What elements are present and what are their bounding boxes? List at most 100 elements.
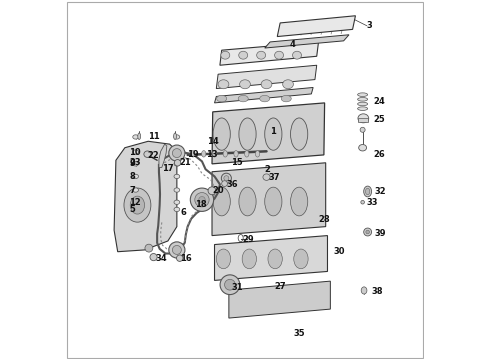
Ellipse shape xyxy=(358,98,368,101)
Ellipse shape xyxy=(169,242,185,258)
Ellipse shape xyxy=(124,188,151,222)
Ellipse shape xyxy=(221,51,230,59)
Ellipse shape xyxy=(174,159,181,166)
Text: 20: 20 xyxy=(213,186,224,195)
Text: 9: 9 xyxy=(129,159,135,168)
Ellipse shape xyxy=(358,93,368,96)
Ellipse shape xyxy=(191,150,195,157)
Ellipse shape xyxy=(294,249,308,269)
Text: 19: 19 xyxy=(187,150,198,159)
Text: 5: 5 xyxy=(129,205,135,214)
Ellipse shape xyxy=(174,207,180,212)
Ellipse shape xyxy=(199,197,205,203)
Ellipse shape xyxy=(224,176,229,181)
Text: 32: 32 xyxy=(375,187,387,196)
Text: 12: 12 xyxy=(129,198,141,207)
Ellipse shape xyxy=(133,135,139,139)
Text: 31: 31 xyxy=(231,283,243,292)
Text: 15: 15 xyxy=(231,158,243,167)
Ellipse shape xyxy=(133,174,139,179)
Ellipse shape xyxy=(174,200,180,204)
Ellipse shape xyxy=(366,230,369,234)
Ellipse shape xyxy=(174,150,180,154)
Ellipse shape xyxy=(133,150,139,154)
Ellipse shape xyxy=(223,150,227,157)
Ellipse shape xyxy=(257,51,266,59)
Text: 24: 24 xyxy=(373,96,385,105)
Ellipse shape xyxy=(174,174,180,179)
Ellipse shape xyxy=(133,188,139,192)
Ellipse shape xyxy=(218,80,229,89)
Ellipse shape xyxy=(217,95,227,102)
Ellipse shape xyxy=(213,118,230,150)
Ellipse shape xyxy=(261,80,272,89)
Ellipse shape xyxy=(238,95,248,102)
Ellipse shape xyxy=(221,173,231,183)
Text: 25: 25 xyxy=(373,115,385,124)
Ellipse shape xyxy=(361,287,367,294)
Ellipse shape xyxy=(265,118,282,150)
Ellipse shape xyxy=(150,253,157,261)
Text: 8: 8 xyxy=(129,172,135,181)
Ellipse shape xyxy=(174,188,180,192)
Ellipse shape xyxy=(201,150,206,157)
Ellipse shape xyxy=(172,149,181,158)
Text: 21: 21 xyxy=(180,158,192,167)
Polygon shape xyxy=(212,103,324,164)
Ellipse shape xyxy=(268,249,282,269)
Polygon shape xyxy=(114,141,177,252)
Ellipse shape xyxy=(239,187,256,216)
Ellipse shape xyxy=(144,151,151,157)
Ellipse shape xyxy=(133,162,139,166)
Text: 17: 17 xyxy=(163,164,174,173)
Ellipse shape xyxy=(360,127,365,132)
Polygon shape xyxy=(212,163,326,235)
Text: 16: 16 xyxy=(180,254,192,263)
Text: 18: 18 xyxy=(196,200,207,209)
Ellipse shape xyxy=(212,150,217,157)
Ellipse shape xyxy=(364,186,371,197)
Polygon shape xyxy=(265,35,349,48)
Ellipse shape xyxy=(138,133,141,139)
Ellipse shape xyxy=(221,181,227,186)
Text: 33: 33 xyxy=(366,198,378,207)
Ellipse shape xyxy=(260,95,270,102)
Ellipse shape xyxy=(213,187,230,216)
Polygon shape xyxy=(215,87,313,103)
Ellipse shape xyxy=(242,249,256,269)
Ellipse shape xyxy=(291,118,308,150)
Ellipse shape xyxy=(358,107,368,111)
Text: 34: 34 xyxy=(155,254,167,263)
Polygon shape xyxy=(216,65,317,89)
Ellipse shape xyxy=(133,207,139,212)
Ellipse shape xyxy=(239,51,247,59)
Polygon shape xyxy=(277,16,355,37)
Ellipse shape xyxy=(361,201,365,204)
Polygon shape xyxy=(229,281,330,318)
Text: 29: 29 xyxy=(242,235,254,244)
Ellipse shape xyxy=(291,187,308,216)
Ellipse shape xyxy=(281,95,291,102)
Ellipse shape xyxy=(172,246,181,255)
Text: 7: 7 xyxy=(129,185,135,194)
Ellipse shape xyxy=(174,162,180,166)
Ellipse shape xyxy=(358,114,368,123)
Text: 37: 37 xyxy=(269,173,280,182)
Ellipse shape xyxy=(366,188,370,195)
Ellipse shape xyxy=(130,196,145,214)
Ellipse shape xyxy=(169,145,185,161)
Polygon shape xyxy=(220,42,318,65)
Text: 30: 30 xyxy=(334,247,345,256)
Text: 28: 28 xyxy=(319,215,330,224)
Ellipse shape xyxy=(358,102,368,106)
Text: 4: 4 xyxy=(290,40,295,49)
Ellipse shape xyxy=(174,135,180,139)
Text: 2: 2 xyxy=(264,165,270,174)
Ellipse shape xyxy=(208,187,216,195)
Text: 13: 13 xyxy=(206,150,218,159)
Text: 26: 26 xyxy=(373,150,385,159)
Ellipse shape xyxy=(283,80,294,89)
Ellipse shape xyxy=(173,133,176,139)
Ellipse shape xyxy=(133,200,139,204)
Ellipse shape xyxy=(245,150,249,157)
